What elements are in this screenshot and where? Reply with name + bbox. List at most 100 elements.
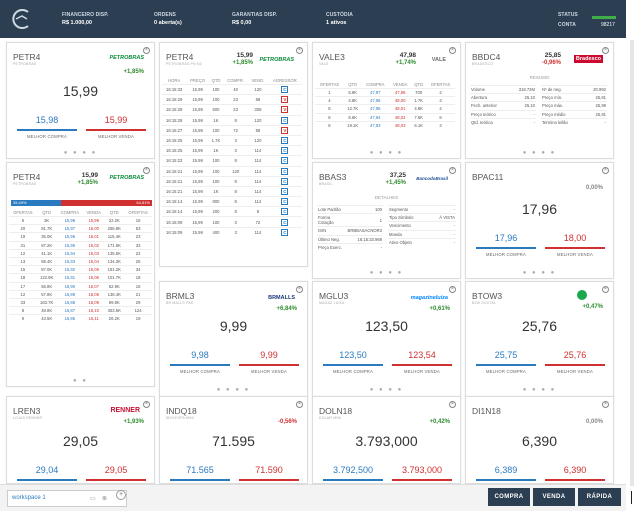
table-row[interactable]: 8 8.6K 47,94 48,02 7.6K 8 — [315, 112, 455, 122]
table-row[interactable]: 16:15:21 15,99 100 8 114 C — [162, 175, 302, 187]
best-bid[interactable]: 15,98 — [35, 115, 59, 125]
table-row[interactable]: 16:15:33 15,99 100 40 120 C — [162, 83, 302, 95]
best-ask[interactable]: 9,99 — [260, 350, 278, 360]
best-ask[interactable]: 15,99 — [104, 115, 128, 125]
table-row[interactable]: 13 68.4K 15,93 16,04 134.3K 25 — [9, 256, 152, 266]
times-trades-card-petr4[interactable]: PETR4 PETROBRAS PN N2 × 15,99 +1,85% PET… — [159, 42, 308, 267]
close-icon[interactable]: × — [602, 47, 609, 54]
close-icon[interactable]: × — [602, 401, 609, 408]
table-row[interactable]: 16:15:09 15,99 400 3 114 C — [162, 226, 302, 237]
table-row[interactable]: 16:15:14 15,99 200 8 8 C — [162, 206, 302, 217]
close-tab-icon[interactable]: ⊗ — [102, 496, 108, 502]
table-row[interactable]: 8 48.8K 15,87 16,10 353.5K 124 — [9, 306, 152, 315]
venda-button[interactable]: VENDA — [533, 488, 575, 506]
custodia-group[interactable]: CUSTÓDIA 1 ativos — [326, 11, 353, 27]
table-row[interactable]: 16:15:28 15,99 1K 8 120 C — [162, 114, 302, 126]
close-icon[interactable]: × — [449, 401, 456, 408]
best-ask[interactable]: 123,54 — [408, 350, 436, 360]
details-card-bbas3[interactable]: BBAS3 BRASIL × 37,25 +1,45% BancodoBrasi… — [312, 162, 461, 279]
best-ask[interactable]: 25,76 — [563, 350, 587, 360]
financeiro-group[interactable]: FINANCEIRO DISP. R$ 1.000,00 — [62, 11, 109, 27]
table-row[interactable]: 16:15:29 15,99 100 23 58 V — [162, 94, 302, 105]
best-bid[interactable]: 17,96 — [494, 233, 518, 243]
ordens-group[interactable]: ORDENS 0 aberta(s) — [154, 11, 182, 27]
compra-button[interactable]: COMPRA — [488, 488, 530, 506]
pagination-dots[interactable]: ● ● ● ● — [522, 387, 557, 393]
table-row[interactable]: 33 163.7K 15,88 16,09 99.8K 29 — [9, 297, 152, 307]
scroll-thumb[interactable] — [630, 40, 634, 486]
pagination-dots[interactable]: ● ● ● ● — [216, 387, 251, 393]
best-ask[interactable]: 6,390 — [563, 465, 587, 475]
close-icon[interactable]: × — [143, 167, 150, 174]
close-icon[interactable]: × — [296, 401, 303, 408]
add-workspace-icon[interactable]: + — [116, 490, 126, 500]
best-ask[interactable]: 29,05 — [104, 465, 128, 475]
table-row[interactable]: 16:15:25 15,99 1K 3 114 C — [162, 145, 302, 156]
pagination-dots[interactable]: ● ● ● ● — [369, 387, 404, 393]
rapida-button[interactable]: RÁPIDA — [578, 488, 621, 506]
best-bid[interactable]: 3.792,500 — [332, 465, 374, 475]
best-bid[interactable]: 71.565 — [186, 465, 214, 475]
quote-card-lren3[interactable]: LREN3 LOJAS RENNER × RENNER +1,93% 29,05… — [6, 396, 155, 484]
best-ask[interactable]: 18,00 — [563, 233, 587, 243]
close-icon[interactable]: × — [602, 167, 609, 174]
summary-card-bbdc4[interactable]: BBDC4 BRADESCO × 25,85 -0,96% Bradesco R… — [465, 42, 614, 159]
close-icon[interactable]: × — [449, 286, 456, 293]
best-ask[interactable]: 3.793,000 — [401, 465, 443, 475]
close-icon[interactable]: × — [143, 47, 150, 54]
quote-card-doln18[interactable]: DOLN18 DOLAR MINI × +0,42% 3.793,000 3.7… — [312, 396, 461, 484]
table-row[interactable]: 16:15:21 15,99 100 120 114 C — [162, 165, 302, 177]
table-row[interactable]: 12 57.8K 15,89 16,08 138.4K 21 — [9, 289, 152, 299]
table-row[interactable]: 15 87.0K 15,92 16,05 191.2K 34 — [9, 265, 152, 274]
table-row[interactable]: 19 35.0K 15,96 16,01 115.4K 23 — [9, 232, 152, 242]
pagination-dots[interactable]: ● ● ● ● — [522, 150, 557, 156]
garantias-group[interactable]: GARANTIAS DISP. R$ 0,00 — [232, 11, 277, 27]
pagination-dots[interactable]: ● ● ● ● — [63, 150, 98, 156]
pagination-dots[interactable]: ● ● — [73, 378, 88, 384]
best-bid[interactable]: 9,98 — [191, 350, 209, 360]
book-card-vale3[interactable]: VALE3 VALE × 47,98 +1,74% VALE OFERTAS QT… — [312, 42, 461, 159]
best-bid[interactable]: 6,389 — [494, 465, 518, 475]
pagination-dots[interactable]: ● ● ● ● — [522, 270, 557, 276]
best-bid[interactable]: 123,50 — [339, 350, 367, 360]
pagination-dots[interactable]: ● ● ● ● — [369, 150, 404, 156]
table-row[interactable]: 16:15:25 15,99 1.7K 3 120 C — [162, 134, 302, 146]
table-row[interactable]: 16:15:27 15,98 100 72 58 V — [162, 124, 302, 136]
table-row[interactable]: 16:15:14 15,99 800 8 114 C — [162, 196, 302, 207]
close-icon[interactable]: × — [143, 401, 150, 408]
logo-icon[interactable] — [8, 6, 36, 32]
table-row[interactable]: 1 5.9K 47,97 47,98 700 2 — [315, 87, 455, 97]
quote-card-bpac11[interactable]: BPAC11 × 0,00% 17,96 17,96 18,00 MELHOR … — [465, 162, 614, 279]
quote-card-btow3[interactable]: BTOW3 B2W DIGITAL × +0,47% 25,76 25,75 2… — [465, 281, 614, 398]
close-icon[interactable]: × — [449, 47, 456, 54]
close-icon[interactable]: × — [296, 286, 303, 293]
table-row[interactable]: 6 3K 15,98 15,99 22.2K 15 — [9, 215, 152, 225]
best-ask[interactable]: 71.590 — [255, 465, 283, 475]
table-row[interactable]: 8 12.7K 47,95 48,01 4.8K 4 — [315, 104, 455, 114]
quote-card-di1n18[interactable]: DI1N18 × 0,00% 6,390 6,389 6,390 — [465, 396, 614, 484]
quote-card-petr4[interactable]: PETR4 PETROBRAS × PETROBRAS +1,85% 15,99… — [6, 42, 155, 159]
table-row[interactable]: 20 81.7K 15,97 16,00 256.8K 53 — [9, 224, 152, 233]
scrollbar[interactable] — [626, 0, 640, 511]
table-row[interactable]: 8 19.1K 47,93 48,03 6.1K 3 — [315, 120, 455, 129]
table-row[interactable]: 16:15:09 15,99 100 3 72 C — [162, 216, 302, 228]
window-icon[interactable]: ▭ — [90, 496, 96, 502]
close-icon[interactable]: × — [449, 167, 456, 174]
table-row[interactable]: 17 56.8K 15,90 16,07 62.9K 16 — [9, 281, 152, 291]
best-bid[interactable]: 25,75 — [494, 350, 518, 360]
best-bid[interactable]: 29,04 — [35, 465, 59, 475]
book-card-petr4[interactable]: PETR4 PETROBRAS × 15,99 +1,85% PETROBRAS… — [6, 162, 155, 387]
table-row[interactable]: 16:15:21 15,99 1K 8 114 C — [162, 185, 302, 197]
table-row[interactable]: 12 41.1K 15,94 16,03 135.5K 22 — [9, 248, 152, 258]
quote-card-mglu3[interactable]: MGLU3 MAGAZ LUIZA × magazineluiza +0,61%… — [312, 281, 461, 398]
table-row[interactable]: 16:15:28 15,99 500 23 308 V — [162, 104, 302, 116]
table-row[interactable]: 16:15:23 15,99 100 8 114 C — [162, 155, 302, 166]
pagination-dots[interactable]: ● ● ● ● — [369, 270, 404, 276]
quote-card-brml3[interactable]: BRML3 BR MALLS PAR × BRMALLS +6,84% 9,99… — [159, 281, 308, 398]
close-icon[interactable]: × — [296, 47, 303, 54]
table-row[interactable]: 31 87.2K 15,95 16,02 171.6K 33 — [9, 240, 152, 250]
close-icon[interactable]: × — [602, 286, 609, 293]
table-row[interactable]: 4 4.8K 47,96 48,00 1.7K 3 — [315, 96, 455, 105]
quote-card-indq18[interactable]: INDQ18 IBOVESPA MINI × -0,56% 71.595 71.… — [159, 396, 308, 484]
table-row[interactable]: 9 43.5K 15,86 16,11 26.2K 19 — [9, 314, 152, 323]
